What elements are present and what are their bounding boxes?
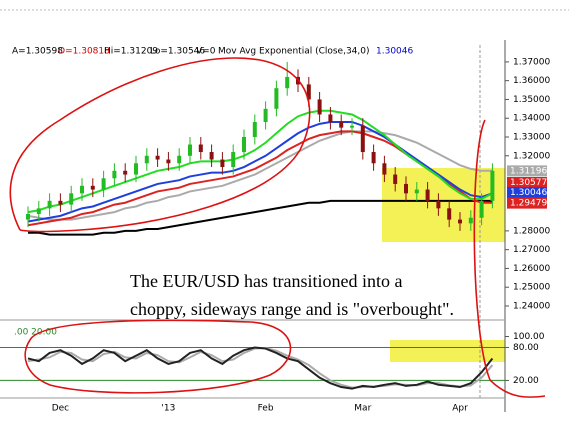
annotation: The EUR/USD has transitioned into a: [130, 271, 402, 291]
header-item: Mov Avg Exponential (Close,34,0): [218, 47, 370, 57]
line: [27, 120, 493, 223]
price-tag: [507, 197, 547, 209]
candle-body: [69, 193, 74, 205]
line: [28, 199, 493, 236]
price-tag: [507, 186, 547, 198]
header-item: Hi=1.31209: [104, 47, 158, 57]
y-tick-label: 100.00: [513, 332, 545, 342]
candle-body: [47, 200, 52, 209]
candle-body: [274, 88, 279, 109]
y-tick-label: 1.24000: [513, 301, 550, 311]
candle-body: [155, 155, 160, 160]
candle-body: [166, 159, 171, 164]
header-item: V=0: [196, 47, 216, 57]
candle-body: [177, 155, 182, 164]
price-tag-label: 1.29479: [510, 199, 547, 209]
y-tick-label: 1.26000: [513, 264, 550, 274]
y-tick-label: 1.36000: [513, 76, 550, 86]
y-tick-label: 1.37000: [513, 57, 550, 67]
y-tick-label: 20.00: [513, 376, 539, 386]
header-item: A=1.30598: [12, 47, 63, 57]
y-tick-label: 1.32000: [513, 151, 550, 161]
candle-body: [458, 219, 462, 224]
x-tick-label: Mar: [354, 404, 371, 414]
candle-body: [198, 144, 203, 153]
header-item: 1.30046: [376, 47, 413, 57]
osc-label: .00 20.00: [14, 328, 57, 338]
candle-body: [26, 213, 30, 220]
y-tick-label: 1.34000: [513, 114, 550, 124]
candle-body: [36, 208, 41, 214]
candle-body: [468, 217, 473, 224]
y-tick-label: 1.33000: [513, 133, 550, 143]
candle-body: [188, 144, 192, 156]
candle-body: [209, 152, 214, 160]
candle-body: [479, 200, 484, 218]
candle-body: [306, 84, 311, 100]
line: [27, 130, 493, 221]
candle-body: [263, 108, 268, 122]
candle-body: [80, 185, 84, 194]
candle-body: [220, 159, 225, 168]
candle-body: [58, 200, 63, 205]
candle-body: [252, 121, 257, 138]
price-tag: [507, 176, 547, 188]
candle-body: [101, 178, 106, 190]
price-tag-label: 1.30046: [510, 188, 547, 198]
candle-body: [393, 174, 398, 184]
candle-body: [242, 137, 246, 153]
circle-uptrend: [9, 57, 311, 233]
candle-body: [490, 170, 495, 201]
y-tick-label: 1.27000: [513, 245, 550, 255]
candle-body: [339, 121, 344, 128]
candle-body: [90, 185, 95, 190]
candle-body: [414, 189, 419, 194]
plot: 1.37000 1.36000 1.35000 1.34000 1.33000 1.320…: [0, 47, 550, 414]
candle-body: [382, 163, 387, 175]
price-tag-label: 1.30577: [510, 178, 547, 188]
y-tick-label: 80.00: [513, 343, 539, 353]
candle-body: [350, 125, 354, 128]
candle-body: [360, 125, 365, 153]
y-tick-label: 1.28000: [513, 226, 550, 236]
candle-body: [123, 170, 128, 175]
candle-body: [134, 163, 138, 175]
x-tick-label: '13: [161, 404, 175, 414]
y-tick-label: 1.25000: [513, 283, 550, 293]
x-tick-label: Dec: [52, 404, 69, 414]
x-tick-label: Apr: [452, 404, 468, 414]
price-tag: [507, 165, 547, 177]
candle-body: [112, 170, 117, 179]
candle-body: [447, 208, 452, 220]
candle-body: [404, 183, 408, 194]
candle-body: [231, 152, 236, 168]
candle-body: [425, 189, 430, 201]
y-tick-label: 1.35000: [513, 95, 550, 105]
header-item: Lo=1.30546: [150, 47, 205, 57]
candle-body: [328, 114, 333, 122]
x-tick-label: Feb: [258, 404, 274, 414]
circle-recent: [473, 119, 546, 398]
candle-body: [285, 76, 290, 89]
annotation-marks: [9, 57, 546, 398]
candle-body: [371, 152, 376, 164]
candle-body: [317, 99, 322, 115]
candle-body: [436, 200, 441, 209]
annotation: choppy, sideways range and is "overbough…: [130, 299, 454, 319]
highlight-osc: [390, 340, 505, 362]
circle-oscillator: [24, 319, 292, 394]
price-tag-label: 1.31196: [510, 166, 547, 176]
candle-body: [144, 155, 149, 164]
header-item: O=1.30818: [58, 47, 110, 57]
line: [27, 346, 494, 390]
